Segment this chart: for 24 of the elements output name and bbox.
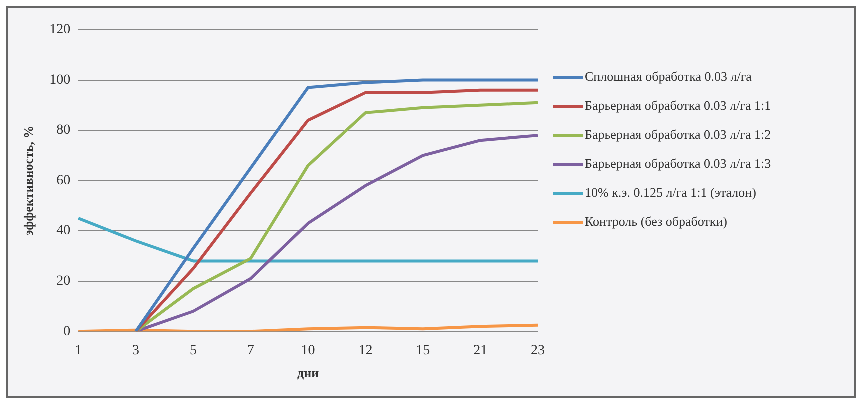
x-tick-label: 23 <box>531 344 545 359</box>
x-tick-label: 21 <box>474 344 488 359</box>
legend-label: Сплошная обработка 0.03 л/га <box>585 68 752 85</box>
x-tick-label: 1 <box>75 344 82 359</box>
y-tick-label: 60 <box>56 173 71 188</box>
y-axis-title: эффективность, % <box>21 126 36 236</box>
legend-label: Контроль (без обработки) <box>585 213 728 230</box>
y-tick-label: 20 <box>56 274 71 290</box>
legend-label: Барьерная обработка 0.03 л/га 1:2 <box>585 126 772 143</box>
x-axis-title: дни <box>298 366 320 381</box>
y-tick-label: 80 <box>56 123 71 138</box>
x-tick-label: 15 <box>416 344 430 359</box>
legend-label: 10% к.э. 0.125 л/га 1:1 (эталон) <box>585 184 756 201</box>
y-tick-label: 100 <box>50 72 71 88</box>
x-tick-label: 3 <box>132 344 140 359</box>
x-tick-label: 10 <box>301 344 316 359</box>
y-tick-label: 120 <box>50 22 71 38</box>
x-tick-label: 7 <box>247 344 254 359</box>
y-tick-label: 40 <box>56 224 71 239</box>
y-tick-label: 0 <box>64 324 71 340</box>
legend-label: Барьерная обработка 0.03 л/га 1:3 <box>585 155 772 172</box>
x-tick-label: 5 <box>190 344 197 359</box>
legend-label: Барьерная обработка 0.03 л/га 1:1 <box>585 97 772 114</box>
x-tick-label: 12 <box>358 344 373 359</box>
